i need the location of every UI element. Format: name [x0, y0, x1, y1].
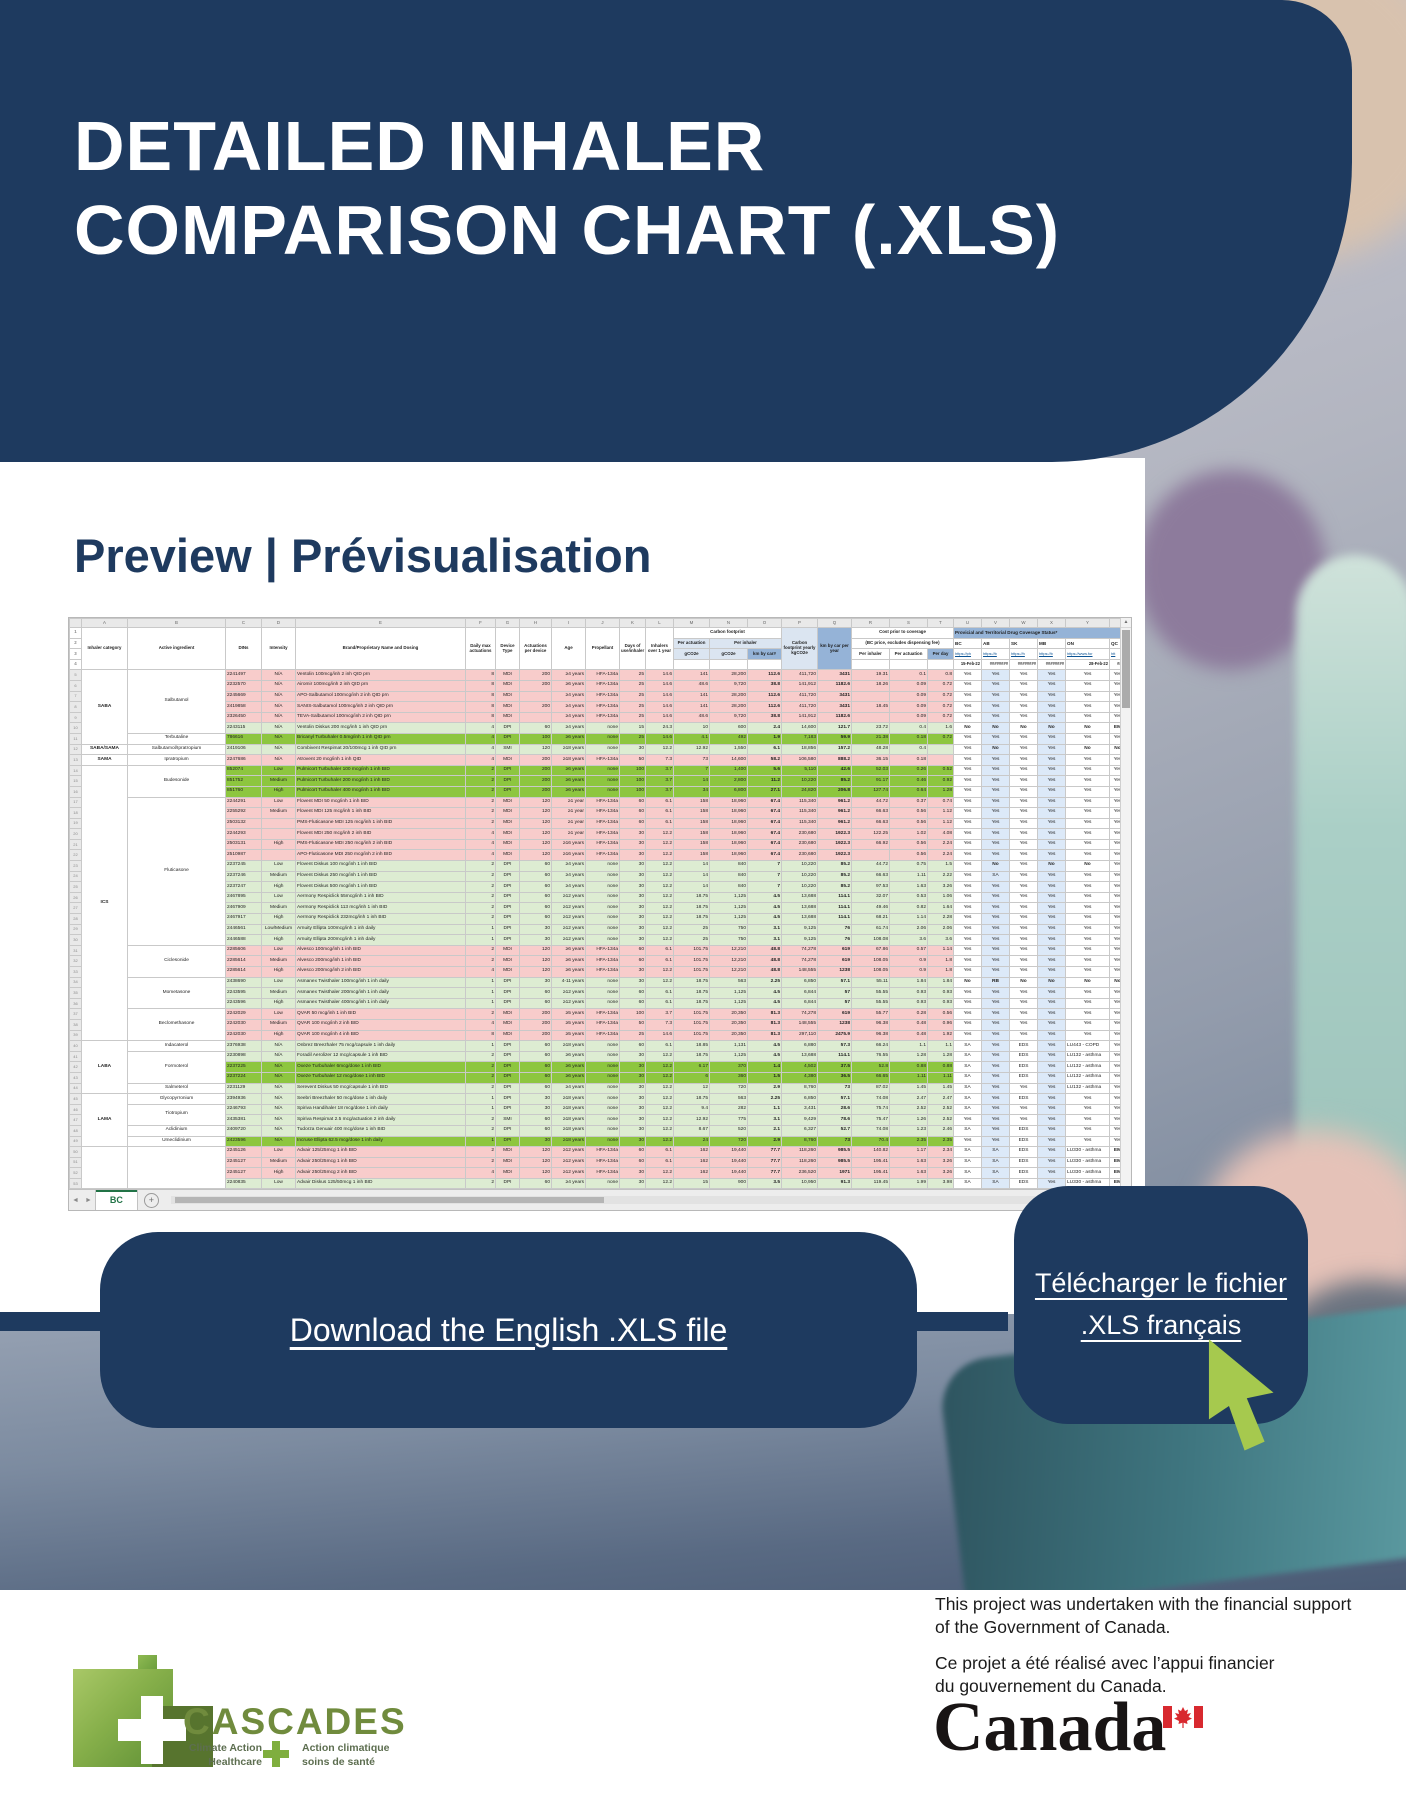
cascades-plus-icon: [263, 1750, 289, 1758]
vertical-scrollbar[interactable]: ▲: [1120, 618, 1131, 1190]
sheet-row: 10 2243115 N/A Ventolin Diskus 200 mcg/inh …: [69, 722, 1126, 734]
sheet-row: 5 SABA Salbutamol 2241497 N/A Ventolin 100mcg…: [69, 669, 1126, 745]
sheet-row: 22 2510987 APO-Fluticasone MDI 250 mcg/inh…: [69, 849, 1126, 862]
sheet-row: 39 2242030 High QVAR 100 mcg/inh 4 inh BID 8…: [69, 1029, 1126, 1042]
sheet-row: 46 Tiotropium 2246793 N/A Spiriva Handihaler…: [69, 1103, 1126, 1126]
cascades-tagline-fr: Action climatique soins de santé: [302, 1742, 390, 1769]
header-row: 4 15-Feb-22 ######## ######## ######## 28-Feb…: [69, 658, 1126, 671]
header-row: 1 Inhaler category Active ingredient DINs In…: [69, 626, 1126, 671]
sheet-row: 34 Mometasone 2438690 Low Asmanex Twisthaler…: [69, 976, 1126, 1010]
download-french-label-line2: .XLS français: [1080, 1310, 1242, 1340]
vertical-scrollbar-thumb[interactable]: [1122, 630, 1130, 708]
page-title-line1: DETAILED INHALER: [74, 107, 766, 185]
sheet-row: 9 2326450 N/A TEVA-Salbutamol 100mcg/inh 2 …: [69, 711, 1126, 724]
horizontal-scrollbar[interactable]: [170, 1196, 1125, 1205]
funding-statement-en: This project was undertaken with the fin…: [935, 1593, 1400, 1639]
sheet-row: 32 2285614 Medium Alvesco 200mcg/inh 1 inh …: [69, 955, 1126, 967]
sheet-row: 53 2240835 Low Advair Diskus 125/50mcg 1 in…: [69, 1177, 1126, 1190]
cascades-tagline-en-line2: Healthcare: [208, 1755, 262, 1768]
sheet-row: 15 851752 Medium Pulmicort Turbuhaler 200 m…: [69, 775, 1126, 787]
cascades-logo-cross-icon: [118, 1719, 186, 1741]
canada-wordmark: Canada: [933, 1689, 1167, 1766]
photo-purple-inhaler: [1136, 470, 1326, 670]
sheet-tab-bar: ◄ ► BC +: [69, 1189, 1131, 1211]
funding-statement-en-line1: This project was undertaken with the fin…: [935, 1594, 1352, 1614]
sheet-row: 25 2237247 High Flovent Diskus 500 mcg/inh …: [69, 881, 1126, 893]
cascades-tagline-fr-line2: soins de santé: [302, 1755, 375, 1768]
sheet-nav-right-icon[interactable]: ►: [84, 1196, 92, 1204]
funding-statement-fr-line1: Ce projet a été réalisé avec l’appui fin…: [935, 1653, 1275, 1673]
sheet-row: 20 2244293 Flovent MDI 250 mcg/inh 2 inh B…: [69, 828, 1126, 840]
cursor-icon: [1208, 1339, 1274, 1451]
sheet-row: 12 SABA/SAMA Salbutamol/Ipratropium 2419106…: [69, 743, 1126, 756]
sheet-row: 49 Umeclidinium 2423596 N/A Incruse Ellipta …: [69, 1135, 1126, 1148]
spreadsheet-preview: A B C D E F G H I J K L M N O P Q R S T U V W X Y 1 Inhaler catego…: [68, 617, 1132, 1212]
canada-flag-icon: [1163, 1706, 1203, 1728]
download-english-label: Download the English .XLS file: [289, 1311, 728, 1348]
page-title-line2: COMPARISON CHART (.XLS): [74, 191, 1061, 269]
sheet-row: 31 Ciclesonide 2285606 Low Alvesco 100mcg/in…: [69, 944, 1126, 978]
sheet-row: 16 851760 High Pulmicort Turbuhaler 400 mcg…: [69, 785, 1126, 798]
sheet-row: 30 2446588 High Arnuity Ellipta 200mcg/inh …: [69, 934, 1126, 946]
sheet-row: 28 2467917 High Aermony Respiclick 232mcg/i…: [69, 913, 1126, 925]
sheet-row: 40 LABA Indacaterol 2376938 N/A Onbrez Breezh…: [69, 1040, 1126, 1095]
sheet-row: 27 2467909 Medium Aermony Respiclick 113 mc…: [69, 902, 1126, 915]
sheet-row: 41 Formoterol 2230898 N/A Foradil Aerolizer …: [69, 1050, 1126, 1084]
cascades-tagline-fr-line1: Action climatique: [302, 1742, 390, 1754]
header-row: 3 gCO2e gCO2e km by car# Per inhaler Per actu…: [69, 648, 1126, 660]
sheet-row: 47 2435381 N/A Spiriva Respimat 2.5 mcg/act…: [69, 1114, 1126, 1126]
photo-teal-inhaler: [1296, 555, 1406, 1235]
header-banner: DETAILED INHALER COMPARISON CHART (.XLS): [0, 0, 1352, 462]
header-row: 2 Per actuation Per inhaler (BC price, excl…: [69, 637, 1126, 650]
sheet-row: 23 2237245 Low Flovent Diskus 100 mcg/inh 1…: [69, 860, 1126, 872]
scroll-up-icon[interactable]: ▲: [1121, 618, 1131, 628]
sheet-row: 6 2232570 N/A Airomir 100mcg/inh 2 inh QID …: [69, 679, 1126, 692]
sheet-row: 36 2243596 High Asmanex Twisthaler 400mcg/i…: [69, 997, 1126, 1010]
sheet-row: 33 2285614 High Alvesco 200mcg/inh 2 inh BI…: [69, 966, 1126, 978]
sheet-row: 38 2242030 Medium QVAR 100 mcg/inh 2 inh BI…: [69, 1018, 1126, 1031]
cascades-wordmark: CASCADES: [183, 1701, 407, 1742]
download-french-label-line1: Télécharger le fichier: [1034, 1268, 1288, 1299]
spreadsheet-grid: A B C D E F G H I J K L M N O P Q R S T U V W X Y 1 Inhaler catego…: [69, 618, 1131, 1190]
preview-heading: Preview | Prévisualisation: [74, 529, 652, 582]
sheet-row: 48 Aclidinium 2409720 N/A Tudorza Genuair 40…: [69, 1124, 1126, 1137]
sheet-row: 51 2245127 Medium Advair 250/25mcg 1 inh BI…: [69, 1156, 1126, 1169]
sheet-row: 35 2243595 Medium Asmanex Twisthaler 200mcg…: [69, 987, 1126, 999]
sheet-row: 7 2245669 N/A APO-Salbutamol 100mcg/inh 2 i…: [69, 690, 1126, 703]
sheet-row: 17 Fluticasone 2244291 Low Flovent MDI 50 mc…: [69, 796, 1126, 946]
sheet-tab-bc[interactable]: BC: [94, 1190, 138, 1211]
sheet-row: 18 2255292 Medium Flovent MDI 125 mcg/inh 1…: [69, 807, 1126, 819]
sheet-row: 21 2503131 High PMS-Fluticasone MDI 250 mcg…: [69, 838, 1126, 851]
sheet-row: 42 2237225 N/A Oxeze Turbuhaler 6mcg/dose 1…: [69, 1061, 1126, 1073]
sheet-row: 44 Salmeterol 2231129 N/A Serevent Diskus 50…: [69, 1082, 1126, 1095]
sheet-nav-left-icon[interactable]: ◄: [72, 1196, 79, 1204]
sheet-row: 43 2237224 N/A Oxeze Turbuhaler 12 mcg/dose…: [69, 1071, 1126, 1084]
inhaler-table: A B C D E F G H I J K L M N O P Q R S T U V W X Y 1 Inhaler catego…: [69, 618, 1126, 1190]
sheet-row: 8 2419858 N/A SANIS-Salbutamol 100mcg/inh 2…: [69, 701, 1126, 713]
funding-statement-en-line2: of the Government of Canada.: [935, 1616, 1171, 1637]
sheet-row: 13 SAMA Ipratropium 2247686 N/A Atrovent 20 m…: [69, 754, 1126, 766]
sheet-row: 14 ICS Budesonide 852074 Low Pulmicort Turbuh…: [69, 764, 1126, 1042]
sheet-row: 11 Terbutaline 786616 N/A Bricanyl Turbuhale…: [69, 732, 1126, 745]
sheet-row: 50 2245126 Low Advair 125/25mcg 1 inh BID 2 M…: [69, 1146, 1126, 1190]
funding-statement-fr: Ce projet a été réalisé avec l’appui fin…: [935, 1652, 1400, 1698]
sheet-row: 26 2467895 Low Aermony Respiclick 55mcg/inh…: [69, 891, 1126, 904]
horizontal-scrollbar-thumb[interactable]: [174, 1197, 605, 1204]
sheet-row: 52 2245127 High Advair 250/25mcg 2 inh BID 4…: [69, 1167, 1126, 1179]
sheet-row: 37 Beclomethasone 2242029 Low QVAR 50 mcg/in…: [69, 1008, 1126, 1042]
footer: [0, 1590, 1406, 1819]
add-sheet-icon[interactable]: +: [143, 1192, 159, 1208]
sheet-row: 19 2503132 PMS-Fluticasone MDI 125 mcg/inh…: [69, 817, 1126, 830]
cascades-tagline-en: Climate Action Healthcare: [176, 1742, 262, 1769]
cascades-tagline-en-line1: Climate Action: [188, 1742, 262, 1754]
download-english-button[interactable]: Download the English .XLS file: [100, 1232, 917, 1428]
sheet-row: 29 2446561 Low/Medium Arnuity Ellipta 100mc…: [69, 923, 1126, 936]
sheet-row: 24 2237246 Medium Flovent Diskus 250 mcg/in…: [69, 870, 1126, 883]
funding-statement-fr-line2: du gouvernement du Canada.: [935, 1675, 1167, 1696]
sheet-row: 45 LAMA Glycopyrronium 2394936 N/A Seebri Bre…: [69, 1093, 1126, 1148]
page-title: DETAILED INHALER COMPARISON CHART (.XLS): [74, 104, 1314, 272]
